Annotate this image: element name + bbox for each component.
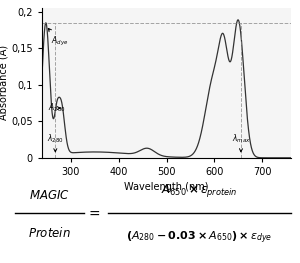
Text: $\lambda_{max}$: $\lambda_{max}$ <box>232 132 250 152</box>
Text: $\boldsymbol{(A_{280} - 0.03 \times A_{650}) \times \varepsilon_{dye}}$: $\boldsymbol{(A_{280} - 0.03 \times A_{6… <box>126 230 273 246</box>
Text: $\boldsymbol{A_{650} \times \varepsilon_{protein}}$: $\boldsymbol{A_{650} \times \varepsilon_… <box>161 181 238 199</box>
Y-axis label: Absorbance (A): Absorbance (A) <box>0 45 9 120</box>
X-axis label: Wavelength (nm): Wavelength (nm) <box>124 182 209 192</box>
Text: $A_{280}$: $A_{280}$ <box>48 102 65 114</box>
Text: $=$: $=$ <box>85 206 100 220</box>
Text: $\mathbf{\mathit{MAGIC}}$: $\mathbf{\mathit{MAGIC}}$ <box>29 189 70 201</box>
Text: $\lambda_{280}$: $\lambda_{280}$ <box>47 132 64 152</box>
Text: $\mathbf{\mathit{Protein}}$: $\mathbf{\mathit{Protein}}$ <box>28 226 71 240</box>
Text: $A_{dye}$: $A_{dye}$ <box>48 28 68 48</box>
